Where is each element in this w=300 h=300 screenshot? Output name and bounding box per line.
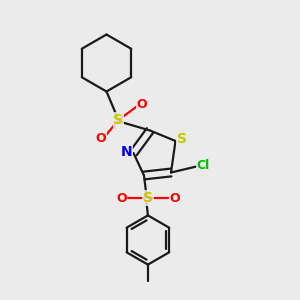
Text: Cl: Cl (197, 159, 210, 172)
Text: S: S (113, 113, 124, 127)
Text: O: O (136, 98, 147, 111)
Text: S: S (177, 132, 187, 145)
Text: O: O (96, 132, 106, 146)
Text: S: S (143, 191, 153, 205)
Text: N: N (121, 145, 133, 158)
Text: O: O (116, 191, 127, 205)
Text: O: O (169, 191, 180, 205)
